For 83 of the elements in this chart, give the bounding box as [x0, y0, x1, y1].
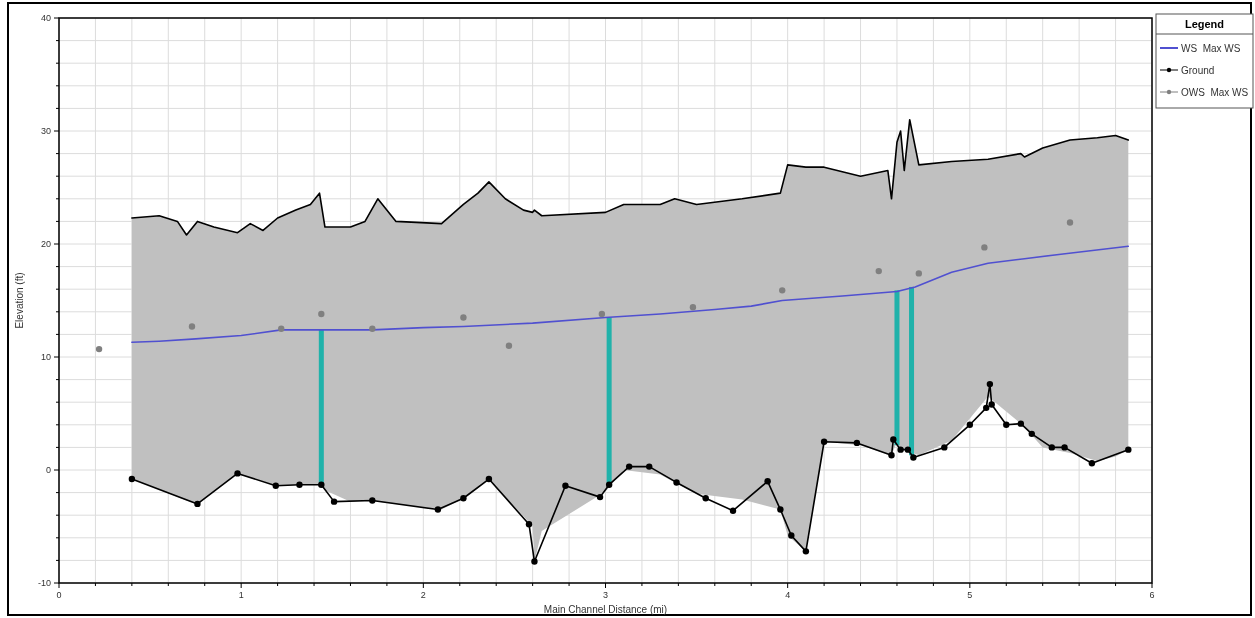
point: [788, 532, 795, 539]
bar: [909, 286, 915, 456]
point: [625, 463, 633, 470]
point: [596, 493, 604, 501]
point: [95, 345, 103, 353]
x-axis-title: Main Channel Distance (mi): [543, 604, 668, 615]
point: [910, 454, 917, 461]
point: [646, 463, 653, 470]
point: [779, 287, 786, 294]
point: [915, 270, 923, 277]
point: [986, 380, 994, 388]
point: [820, 438, 828, 445]
point: [1066, 219, 1074, 226]
point: [983, 404, 990, 412]
point: [1125, 446, 1132, 453]
point: [966, 421, 974, 428]
y-tick-label: -10: [37, 578, 51, 588]
point: [689, 304, 697, 311]
point: [505, 342, 513, 349]
point: [1088, 460, 1096, 467]
line-series: [131, 245, 1130, 344]
point: [1028, 430, 1035, 438]
legend-label: Ground: [1181, 64, 1215, 76]
point: [234, 470, 241, 477]
point: [1048, 444, 1056, 451]
y-tick-label: 10: [40, 352, 51, 362]
point: [802, 548, 810, 555]
x-tick-label: 6: [1149, 590, 1155, 600]
point: [562, 482, 569, 490]
y-axis-title: Elevation (ft): [14, 272, 25, 329]
point: [460, 314, 467, 321]
point: [988, 401, 995, 408]
point: [194, 500, 201, 508]
point: [1061, 444, 1068, 451]
legend-label: WS Max WS: [1181, 42, 1241, 54]
point: [1017, 420, 1025, 427]
point: [729, 507, 737, 514]
y-tick-label: 0: [45, 465, 51, 475]
x-tick-label: 3: [602, 590, 609, 600]
point: [888, 452, 895, 459]
x-tick-label: 1: [238, 590, 244, 600]
point: [369, 325, 376, 332]
point: [764, 478, 771, 485]
point: [278, 325, 285, 332]
bar: [894, 290, 900, 446]
point: [531, 558, 538, 565]
point: [904, 446, 912, 453]
y-tick-label: 20: [40, 239, 51, 249]
point: [318, 310, 325, 318]
point: [434, 506, 442, 513]
point: [598, 310, 606, 318]
point: [673, 479, 680, 486]
point: [296, 481, 303, 488]
point: [777, 506, 784, 513]
x-tick-label: 2: [420, 590, 426, 600]
point: [1003, 421, 1010, 428]
point: [318, 481, 325, 488]
bar: [318, 329, 324, 485]
point: [272, 482, 279, 490]
point: [485, 475, 493, 483]
line-series: [131, 118, 1130, 236]
x-tick-label: 5: [967, 590, 973, 600]
point: [702, 495, 709, 502]
point: [525, 521, 533, 528]
point: [875, 267, 882, 275]
point: [330, 498, 338, 505]
point: [941, 444, 948, 451]
point: [605, 481, 613, 488]
point: [981, 244, 988, 251]
point: [369, 497, 376, 504]
point: [890, 436, 897, 443]
legend-label: OWS Max WS: [1181, 86, 1249, 98]
x-tick-label: 4: [785, 590, 791, 600]
point: [128, 475, 136, 483]
point: [460, 495, 467, 502]
bar: [606, 317, 612, 485]
y-tick-label: 40: [40, 13, 51, 23]
x-tick-label: 0: [56, 590, 62, 600]
y-tick-label: 30: [40, 126, 51, 136]
legend-title: Legend: [1184, 18, 1225, 30]
point: [188, 323, 196, 330]
point: [853, 439, 861, 447]
point: [897, 446, 904, 453]
